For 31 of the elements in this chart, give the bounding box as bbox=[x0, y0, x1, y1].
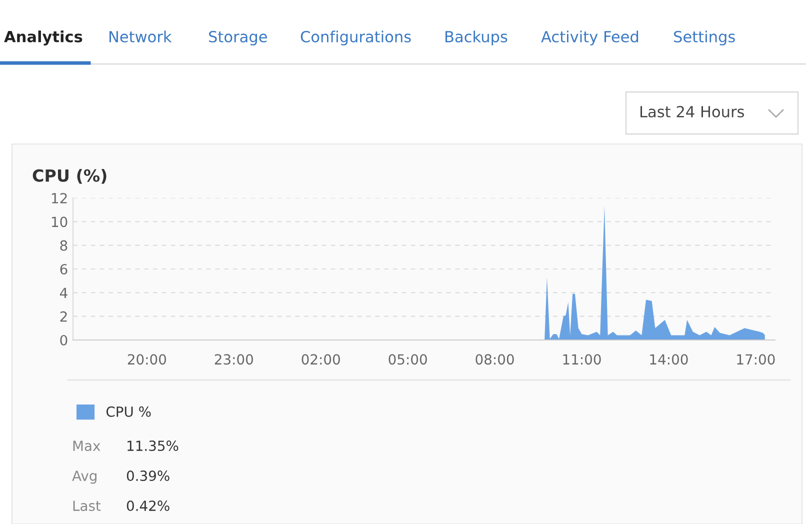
y-tick-label: 8 bbox=[60, 240, 68, 251]
y-tick-label: 4 bbox=[60, 288, 68, 298]
x-tick-label: 14:00 bbox=[650, 354, 688, 365]
text: Configurations bbox=[300, 30, 411, 46]
text: 0.42% bbox=[126, 500, 170, 512]
y-tick-label: 6 bbox=[60, 264, 68, 274]
x-tick-label: 11:00 bbox=[563, 354, 601, 365]
text: Settings bbox=[674, 30, 735, 46]
x-tick-label: 17:00 bbox=[737, 354, 775, 365]
text: 0.39% bbox=[126, 470, 170, 482]
x-tick-label: 02:00 bbox=[302, 354, 340, 365]
text: Analytics bbox=[4, 30, 82, 46]
y-tick-label: 12 bbox=[52, 192, 67, 204]
x-tick-label: 23:00 bbox=[214, 354, 253, 365]
text: Last 24 Hours bbox=[640, 106, 744, 118]
y-tick-label: 0 bbox=[60, 334, 68, 346]
text: 11.35% bbox=[128, 440, 178, 452]
text: Activity Feed bbox=[541, 30, 638, 46]
text: Network bbox=[110, 30, 172, 42]
chart-title: CPU (%) bbox=[32, 168, 106, 184]
text: Last bbox=[73, 500, 101, 512]
x-tick-label: 20:00 bbox=[128, 354, 166, 365]
text: Avg bbox=[72, 470, 96, 484]
text: Max bbox=[73, 440, 100, 452]
x-tick-label: 08:00 bbox=[476, 354, 514, 365]
y-tick-label: 2 bbox=[60, 311, 67, 322]
legend-label: CPU % bbox=[106, 406, 151, 417]
x-tick-label: 05:00 bbox=[388, 354, 427, 365]
text: Storage bbox=[209, 30, 267, 46]
text: Backups bbox=[446, 30, 508, 46]
y-tick-label: 10 bbox=[52, 216, 68, 228]
